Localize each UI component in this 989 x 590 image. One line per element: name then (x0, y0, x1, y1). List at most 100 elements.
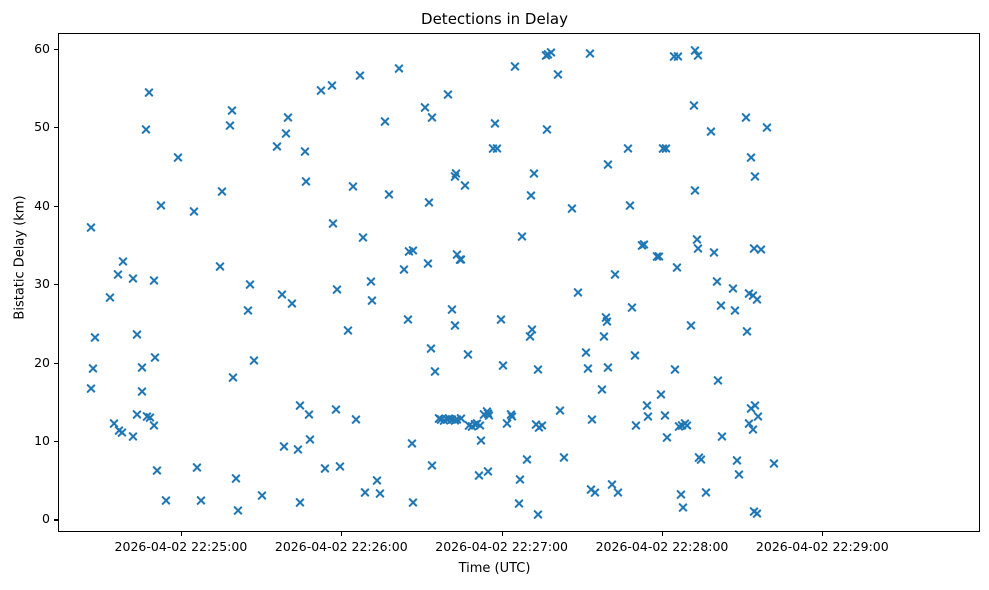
scatter-point (596, 384, 607, 395)
x-tick-mark (661, 532, 664, 536)
scatter-point (700, 487, 711, 498)
scatter-point (426, 460, 437, 471)
scatter-point (692, 243, 703, 254)
scatter-point (372, 475, 383, 486)
scatter-point (496, 314, 507, 325)
scatter-point (734, 469, 745, 480)
scatter-point (746, 152, 757, 163)
scatter-point (277, 289, 288, 300)
scatter-point (513, 498, 524, 509)
scatter-point (464, 420, 475, 431)
scatter-point (438, 415, 449, 426)
scatter-point (293, 444, 304, 455)
scatter-point (347, 181, 358, 192)
scatter-point (462, 349, 473, 360)
scatter-point (374, 488, 385, 499)
scatter-point (456, 413, 467, 424)
scatter-point (540, 50, 551, 61)
scatter-point (624, 200, 635, 211)
scatter-point (768, 458, 779, 469)
scatter-point (694, 452, 705, 463)
scatter-point (286, 298, 297, 309)
scatter-point (743, 288, 754, 299)
scatter-point (402, 314, 413, 325)
scatter-point (429, 366, 440, 377)
scatter-point (404, 246, 415, 257)
scatter-point (326, 80, 337, 91)
scatter-point (583, 363, 594, 374)
scatter-point (217, 186, 228, 197)
scatter-point (334, 461, 345, 472)
scatter-point (521, 454, 532, 465)
scatter-point (555, 405, 566, 416)
scatter-point (282, 112, 293, 123)
x-tick-label: 2026-04-02 22:27:00 (435, 539, 569, 554)
scatter-point (603, 159, 614, 170)
scatter-point (506, 411, 517, 422)
scatter-point (408, 245, 419, 256)
scatter-point (127, 273, 138, 284)
scatter-point (559, 452, 570, 463)
y-tick-mark (54, 284, 58, 286)
scatter-point (679, 418, 690, 429)
scatter-point (509, 61, 520, 72)
scatter-point (342, 325, 353, 336)
scatter-point (230, 473, 241, 484)
scatter-point (488, 143, 499, 154)
scatter-point (552, 69, 563, 80)
scatter-point (476, 435, 487, 446)
scatter-point (655, 389, 666, 400)
scatter-point (580, 347, 591, 358)
y-tick-label: 60 (34, 40, 50, 56)
scatter-point (545, 47, 556, 58)
scatter-point (730, 305, 741, 316)
scatter-point (751, 294, 762, 305)
scatter-point (690, 185, 701, 196)
y-tick-mark (54, 362, 58, 364)
scatter-point (422, 258, 433, 269)
scatter-point (354, 70, 365, 81)
scatter-point (671, 262, 682, 273)
scatter-point (543, 49, 554, 60)
scatter-point (482, 466, 493, 477)
scatter-point (327, 218, 338, 229)
scatter-point (631, 420, 642, 431)
y-axis-label: Bistatic Delay (km) (12, 195, 28, 320)
y-tick-mark (54, 127, 58, 129)
scatter-point (524, 331, 535, 342)
scatter-point (536, 420, 547, 431)
scatter-point (214, 261, 225, 272)
scatter-point (433, 413, 444, 424)
scatter-point (90, 332, 101, 343)
scatter-point (515, 474, 526, 485)
y-tick-label: 30 (34, 276, 50, 292)
scatter-point (695, 454, 706, 465)
scatter-point (294, 400, 305, 411)
scatter-point (142, 411, 153, 422)
x-tick-label: 2026-04-02 22:29:00 (755, 539, 889, 554)
scatter-point (748, 506, 759, 517)
scatter-point (446, 304, 457, 315)
scatter-point (567, 203, 578, 214)
scatter-point (746, 403, 757, 414)
scatter-point (136, 362, 147, 373)
y-tick-label: 50 (34, 119, 50, 135)
scatter-point (245, 279, 256, 290)
scatter-point (589, 487, 600, 498)
scatter-point (731, 455, 742, 466)
y-tick-label: 20 (34, 354, 50, 370)
scatter-point (140, 124, 151, 135)
scatter-point (641, 400, 652, 411)
scatter-point (675, 489, 686, 500)
scatter-point (365, 276, 376, 287)
y-tick-mark (54, 48, 58, 50)
scatter-point (747, 290, 758, 301)
scatter-point (525, 190, 536, 201)
scatter-point (489, 118, 500, 129)
scatter-point (659, 410, 670, 421)
scatter-point (436, 414, 447, 425)
scatter-point (357, 232, 368, 243)
scatter-point (651, 251, 662, 262)
scatter-point (478, 409, 489, 420)
x-axis-label: Time (UTC) (458, 561, 531, 576)
